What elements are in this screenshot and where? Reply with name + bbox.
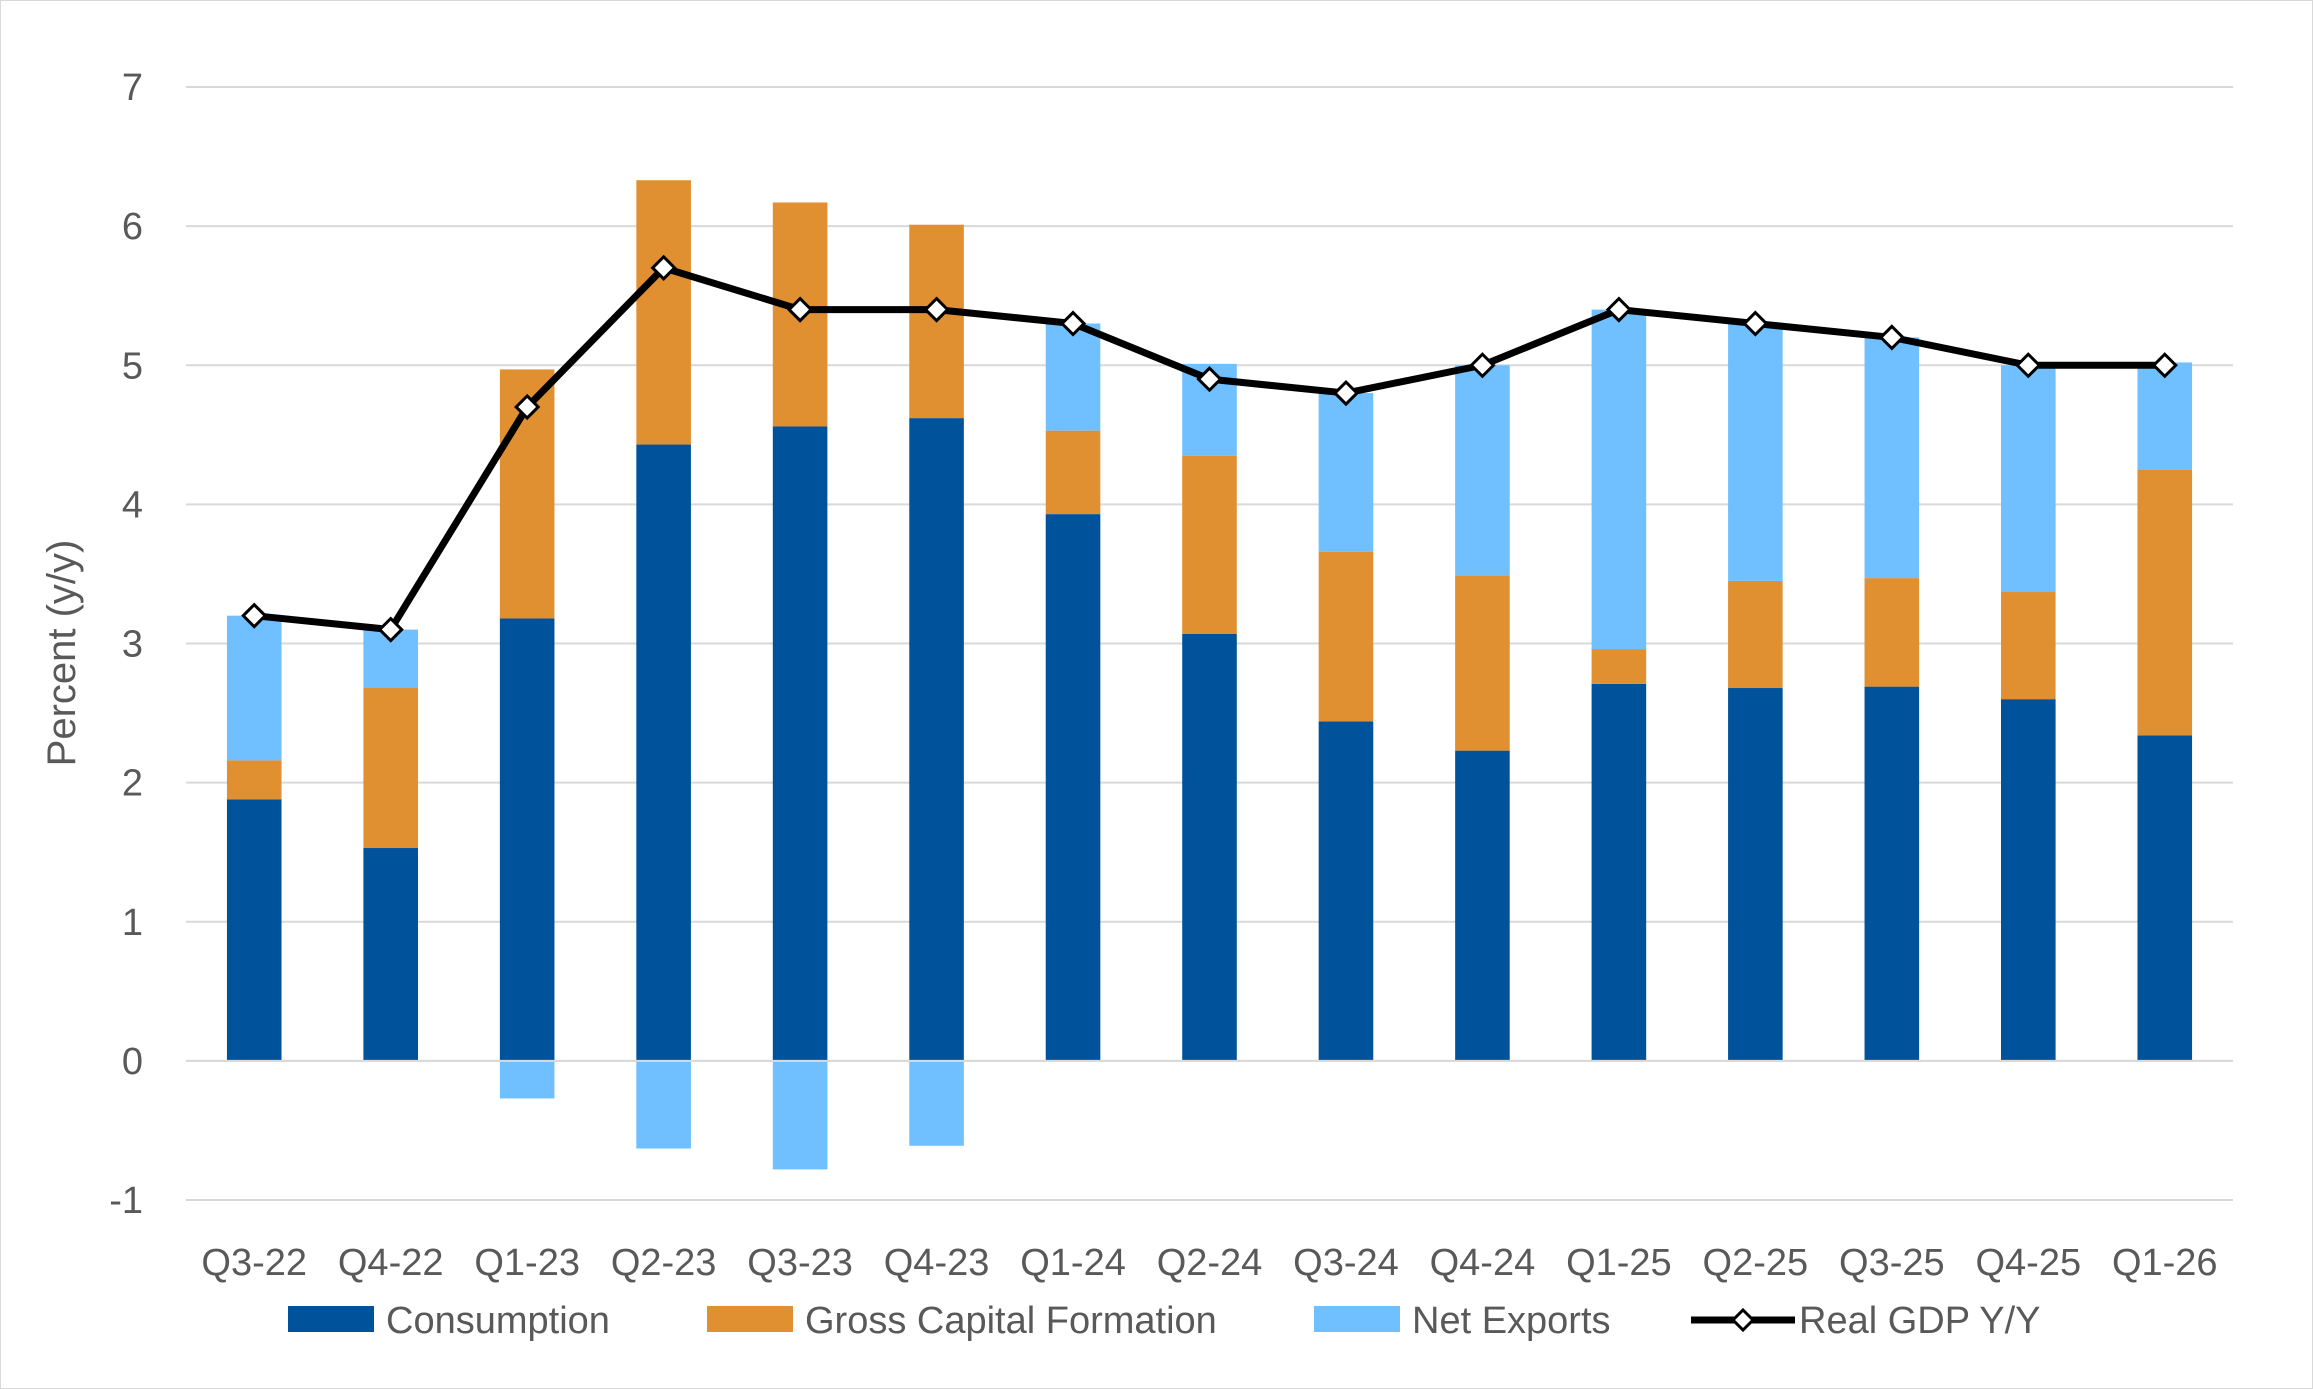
gdp-point-marker: [650, 254, 677, 281]
gdp-point-marker: [1332, 379, 1360, 407]
y-axis-title: Percent (y/y): [40, 540, 84, 767]
gdp-line: [241, 254, 2178, 643]
bar-gross-capital-formation: [1864, 578, 1920, 687]
bar-gross-capital-formation: [1455, 575, 1510, 751]
bar-net-exports: [636, 1060, 691, 1149]
x-axis-tick-labels: Q3-22 Q4-22 Q1-23 Q2-23 Q3-23 Q4-23 Q1-24 Q2-24…: [201, 1242, 2217, 1284]
bar-gross-capital-formation: [1318, 551, 1374, 722]
x-tick-label: Q1-26: [2112, 1242, 2218, 1284]
gdp-point-marker: [514, 393, 541, 421]
x-tick-label: Q1-25: [1566, 1242, 1672, 1284]
y-tick-label: 5: [122, 345, 143, 387]
y-tick-label: 6: [122, 206, 143, 248]
y-axis-tick-labels: -1 0 1 2 3 4 5 6 7: [109, 67, 143, 1222]
y-tick-label: 0: [122, 1041, 143, 1083]
bar-gross-capital-formation: [363, 688, 418, 849]
y-tick-label: 2: [122, 763, 143, 805]
x-tick-label: Q3-22: [201, 1242, 307, 1284]
bar-gross-capital-formation: [1182, 455, 1237, 634]
legend-label: Consumption: [386, 1300, 610, 1342]
stacked-bars: [186, 180, 2233, 1170]
x-tick-label: Q2-24: [1157, 1242, 1263, 1284]
bar-net-exports: [2137, 362, 2193, 470]
bar-consumption: [2137, 735, 2193, 1061]
x-tick-label: Q4-22: [338, 1242, 444, 1284]
bar-net-exports: [772, 1060, 828, 1170]
gdp-point-marker: [1605, 296, 1633, 323]
y-tick-label: 3: [122, 624, 143, 666]
legend-swatch: [707, 1306, 793, 1332]
legend-label: Real GDP Y/Y: [1799, 1300, 2041, 1342]
bar-net-exports: [1455, 365, 1510, 576]
bar-net-exports: [2001, 365, 2056, 593]
x-tick-label: Q4-25: [1975, 1242, 2081, 1284]
bar-consumption: [226, 799, 282, 1061]
legend-label: Gross Capital Formation: [805, 1300, 1217, 1342]
x-tick-label: Q2-23: [611, 1242, 717, 1284]
bar-consumption: [1864, 686, 1920, 1061]
bar-gross-capital-formation: [1728, 580, 1783, 689]
legend-label: Net Exports: [1412, 1300, 1611, 1342]
gdp-point-marker: [1878, 324, 1905, 351]
gdp-point-marker: [1469, 352, 1496, 379]
x-tick-label: Q1-23: [474, 1242, 580, 1284]
bar-consumption: [1318, 721, 1374, 1061]
bar-consumption: [1455, 750, 1510, 1061]
gdp-point-marker: [1196, 366, 1223, 393]
bar-consumption: [363, 848, 418, 1061]
gdp-point-marker: [241, 602, 268, 629]
y-tick-label: 1: [122, 902, 143, 944]
x-tick-label: Q3-24: [1293, 1242, 1399, 1284]
bar-net-exports: [1728, 323, 1783, 581]
legend: Consumption Gross Capital Formation Net Ex…: [288, 1300, 2041, 1342]
bar-consumption: [1728, 688, 1783, 1061]
gdp-point-marker: [1059, 310, 1087, 337]
x-tick-label: Q4-23: [884, 1242, 990, 1284]
bar-consumption: [2001, 699, 2056, 1061]
bar-consumption: [1045, 514, 1101, 1061]
gdp-point-marker: [786, 296, 814, 323]
legend-swatch: [288, 1306, 374, 1332]
gdp-point-marker: [2015, 352, 2042, 379]
bar-consumption: [499, 618, 555, 1061]
bar-consumption: [772, 426, 828, 1061]
y-tick-label: 4: [122, 484, 143, 526]
bar-consumption: [636, 444, 691, 1061]
x-tick-label: Q3-23: [747, 1242, 853, 1284]
gdp-point-marker: [377, 616, 404, 643]
gdp-point-marker: [2151, 352, 2178, 379]
bar-gross-capital-formation: [636, 180, 691, 445]
bar-net-exports: [1318, 393, 1374, 552]
bar-gross-capital-formation: [2001, 592, 2056, 700]
y-tick-label: -1: [109, 1180, 143, 1222]
bar-consumption: [1591, 683, 1647, 1061]
bar-gross-capital-formation: [1591, 649, 1647, 684]
bar-gross-capital-formation: [226, 760, 282, 800]
x-tick-label: Q4-24: [1430, 1242, 1536, 1284]
legend-swatch: [1314, 1306, 1400, 1332]
bar-consumption: [909, 418, 964, 1061]
bar-net-exports: [499, 1060, 555, 1099]
x-tick-label: Q3-25: [1839, 1242, 1945, 1284]
gdp-point-marker: [1742, 310, 1769, 337]
bar-gross-capital-formation: [1045, 430, 1101, 515]
x-tick-label: Q2-25: [1703, 1242, 1809, 1284]
x-tick-label: Q1-24: [1020, 1242, 1126, 1284]
bar-net-exports: [226, 615, 282, 761]
bar-gross-capital-formation: [2137, 469, 2193, 736]
legend-marker: [1730, 1307, 1756, 1333]
bar-net-exports: [1864, 337, 1920, 579]
bar-consumption: [1182, 633, 1237, 1061]
gdp-point-marker: [923, 296, 950, 323]
bar-net-exports: [1591, 309, 1647, 650]
bar-net-exports: [909, 1060, 964, 1146]
y-tick-label: 7: [122, 67, 143, 109]
bar-net-exports: [1045, 323, 1101, 431]
